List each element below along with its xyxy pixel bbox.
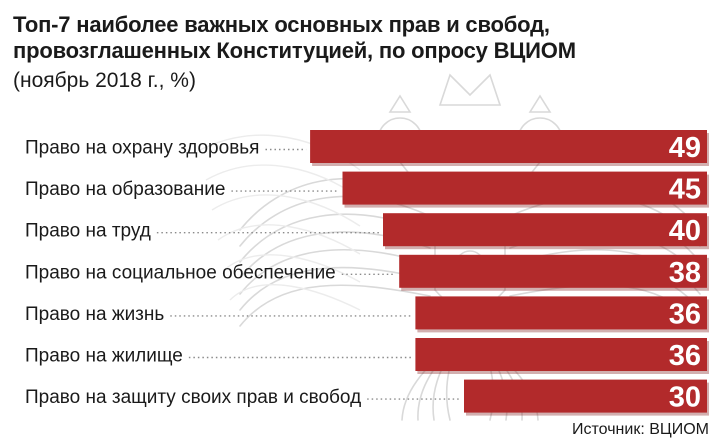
value-label: 45: [669, 174, 701, 206]
category-label: Право на жизнь: [25, 304, 164, 325]
category-label: Право на социальное обеспечение: [25, 262, 336, 283]
category-label: Право на труд: [25, 221, 151, 242]
value-label: 36: [669, 298, 701, 330]
bar: [310, 130, 707, 163]
value-label: 49: [669, 132, 701, 164]
bar: [464, 379, 707, 413]
value-label: 36: [669, 340, 701, 372]
value-label: 38: [669, 257, 701, 289]
bar: [415, 296, 707, 330]
chart-title: Топ-7 наиболее важных основных прав и св…: [13, 12, 713, 64]
category-label: Право на образование: [25, 179, 225, 200]
bar-series: Право на охрану здоровья 49 Право на образ…: [25, 130, 709, 416]
category-label: Право на охрану здоровья: [25, 138, 259, 159]
source-note: Источник: ВЦИОМ: [572, 421, 709, 438]
chart-title-line-2: провозглашенных Конституцией, по опросу …: [13, 38, 576, 63]
category-label: Право на жилище: [25, 346, 183, 367]
bar: [342, 171, 707, 205]
value-label: 30: [669, 382, 701, 414]
value-label: 40: [669, 215, 701, 247]
chart-subtitle: (ноябрь 2018 г., %): [13, 69, 196, 92]
category-label: Право на защиту своих прав и свобод: [25, 387, 361, 408]
bar: [399, 254, 707, 288]
chart-title-line-1: Топ-7 наиболее важных основных прав и св…: [13, 12, 550, 37]
bar: [383, 213, 707, 247]
bar: [415, 338, 707, 371]
